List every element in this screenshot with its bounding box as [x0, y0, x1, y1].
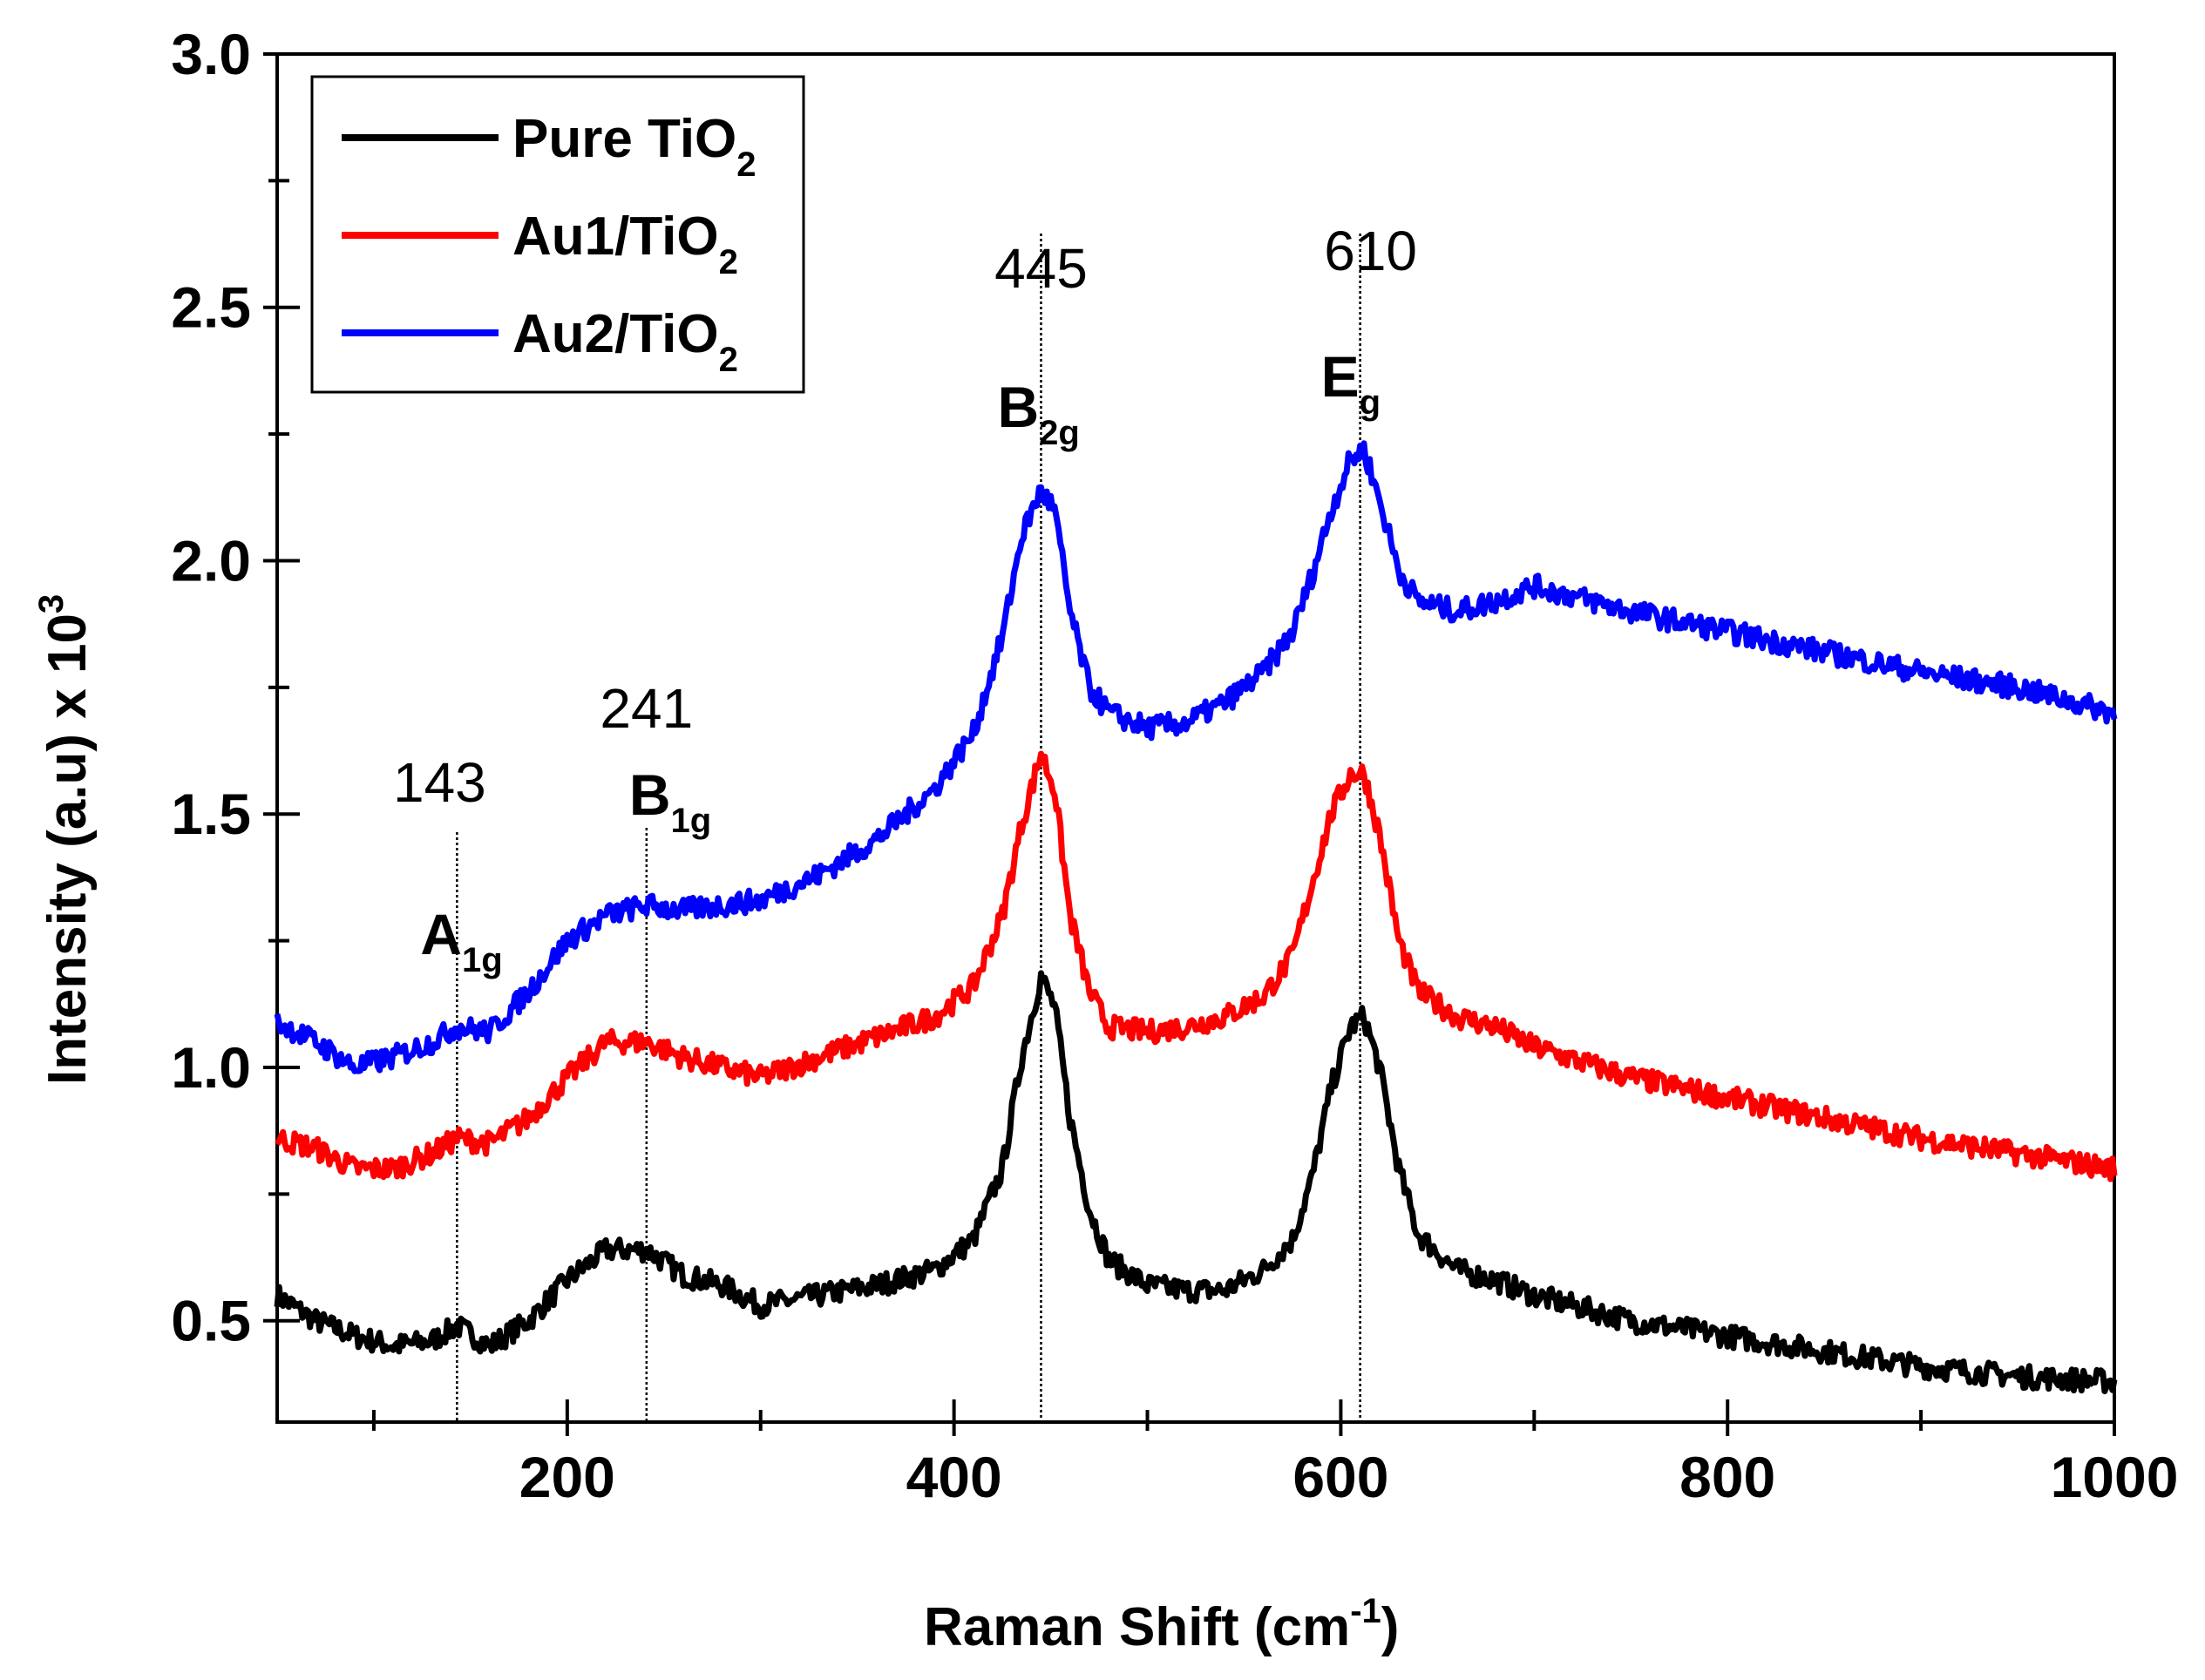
x-tick-label: 1000 — [2051, 1445, 2179, 1509]
y-tick-label: 1.5 — [171, 782, 251, 846]
y-tick-label: 2.0 — [171, 528, 251, 593]
annotation-wavenumber: 241 — [600, 677, 693, 740]
x-tick-label: 800 — [1679, 1445, 1775, 1509]
y-tick-label: 1.0 — [171, 1035, 251, 1100]
annotation-mode: Eg — [1321, 344, 1381, 422]
x-axis-title: Raman Shift (cm-1) — [924, 1592, 1399, 1657]
y-tick-label: 0.5 — [171, 1289, 251, 1353]
annotation-mode: B1g — [629, 762, 711, 840]
legend: Pure TiO2 Au1/TiO2 Au2/TiO2 — [310, 75, 805, 394]
x-axis-title-tail: ) — [1381, 1597, 1400, 1657]
y-axis-title-sup: 3 — [32, 594, 71, 613]
x-axis-title-sup: -1 — [1350, 1592, 1381, 1630]
annotation-wavenumber: 445 — [994, 237, 1088, 300]
series-line-2 — [275, 750, 2118, 1182]
annotation-mode: A1g — [420, 902, 502, 979]
y-axis-ticks: 0.5 1.0 1.5 2.0 2.5 3.0 — [171, 22, 300, 1353]
x-tick-label: 200 — [519, 1445, 615, 1509]
peak-annotations: 143 A1g 241 B1g 445 B2g 610 Eg — [393, 220, 1417, 1422]
legend-label: Pure TiO2 — [512, 109, 756, 184]
x-axis-ticks: 200 400 600 800 1000 — [371, 1399, 2179, 1509]
x-tick-label: 600 — [1292, 1445, 1388, 1509]
x-tick-label: 400 — [906, 1445, 1002, 1509]
series-line-1 — [274, 970, 2118, 1395]
annotation-mode: B2g — [997, 375, 1079, 452]
plot-frame — [275, 52, 2116, 1424]
series-lines — [274, 440, 2118, 1395]
y-tick-label: 2.5 — [171, 275, 251, 340]
x-axis-title-main: Raman Shift (cm — [924, 1597, 1350, 1657]
series-line-3 — [274, 440, 2118, 1074]
y-tick-label: 3.0 — [171, 22, 251, 86]
y-axis-title: Intensity (a.u) x 103 — [32, 594, 98, 1085]
annotation-wavenumber: 610 — [1324, 220, 1417, 282]
legend-label: Au1/TiO2 — [512, 207, 738, 281]
annotation-wavenumber: 143 — [393, 751, 486, 814]
legend-label: Au2/TiO2 — [512, 304, 738, 379]
y-axis-title-main: Intensity (a.u) x 10 — [37, 613, 98, 1085]
